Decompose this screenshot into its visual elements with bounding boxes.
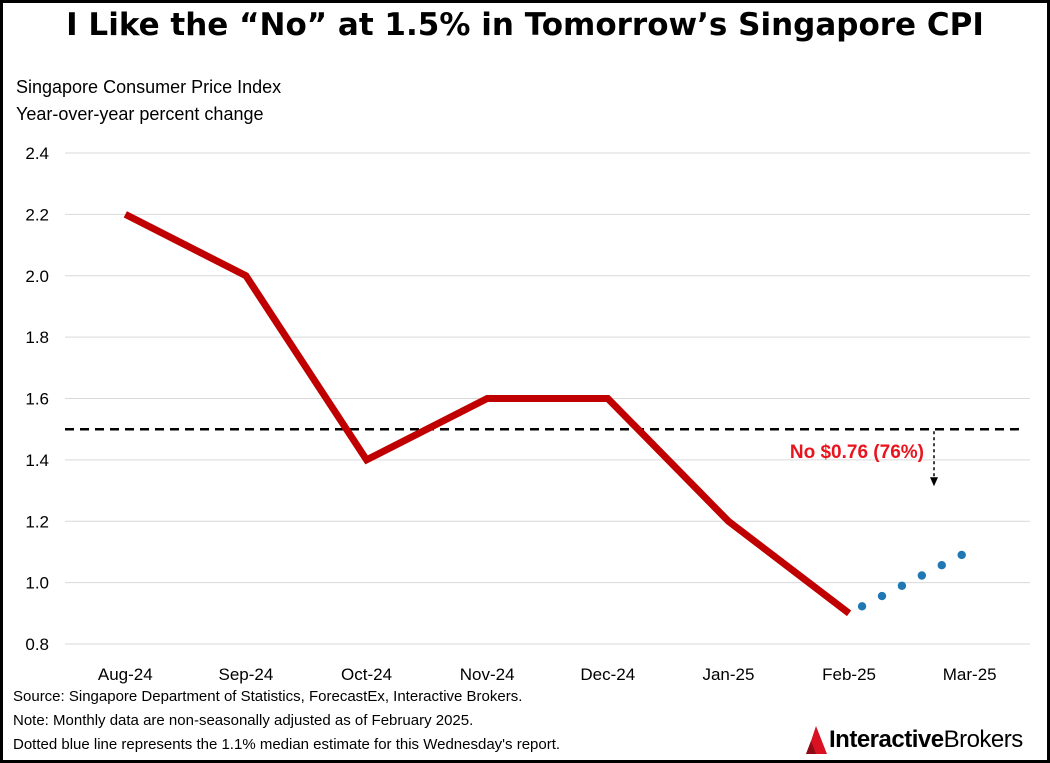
reference-line-group [65,427,1024,487]
source-note: Source: Singapore Department of Statisti… [13,688,523,705]
estimate-dot [877,591,887,601]
x-tick-label: Sep-24 [219,665,274,684]
x-tick-label: Oct-24 [341,665,392,684]
y-tick-label: 1.6 [25,390,49,409]
chart-subtitle-series: Singapore Consumer Price Index [16,77,282,97]
logo-wordmark: InteractiveBrokers [829,726,1023,754]
estimate-dot [897,581,907,590]
estimate-dot [957,550,966,560]
x-tick-label: Aug-24 [98,665,153,684]
chart-title: I Like the “No” at 1.5% in Tomorrow’s Si… [66,7,984,43]
interactive-brokers-logo: InteractiveBrokers [803,725,1023,755]
y-tick-label: 2.4 [25,144,49,163]
cpi-series-line [123,211,852,617]
series-group [123,211,966,617]
y-tick-label: 2.2 [25,205,49,224]
y-axis-ticks: 0.8 1.0 1.2 1.4 1.6 1.8 2.0 2.2 2.4 [25,144,49,654]
y-tick-label: 0.8 [25,635,49,654]
monthly-note: Note: Monthly data are non-seasonally ad… [13,712,474,729]
gridlines [65,152,1030,645]
y-tick-label: 1.2 [25,512,49,531]
estimate-dot [917,571,927,580]
y-tick-label: 2.0 [25,267,49,286]
x-tick-label: Mar-25 [943,665,997,684]
y-tick-label: 1.8 [25,328,49,347]
x-tick-label: Feb-25 [822,665,876,684]
annotation-no-price: No $0.76 (76%) [790,442,924,463]
annotation-group: No $0.76 (76%) [790,442,924,463]
estimate-dot [857,602,867,611]
y-tick-label: 1.4 [25,451,49,470]
x-axis-ticks: Aug-24 Sep-24 Oct-24 Nov-24 Dec-24 Jan-25 Feb-… [98,665,997,684]
logo-text-brokers: Brokers [943,726,1024,753]
dotted-line-note: Dotted blue line represents the 1.1% med… [13,736,561,753]
logo-flame-icon [806,726,827,754]
chart-subtitle-units: Year-over-year percent change [16,104,264,124]
x-tick-label: Nov-24 [460,665,515,684]
x-tick-label: Jan-25 [702,665,754,684]
x-tick-label: Dec-24 [580,665,635,684]
y-tick-label: 1.0 [25,574,49,593]
annotation-arrow-head [930,477,938,487]
line-chart: 0.8 1.0 1.2 1.4 1.6 1.8 2.0 2.2 2.4 Aug-24 Sep-24… [25,144,1030,684]
logo-text-interactive: Interactive [829,726,944,753]
estimate-dot [937,561,946,570]
